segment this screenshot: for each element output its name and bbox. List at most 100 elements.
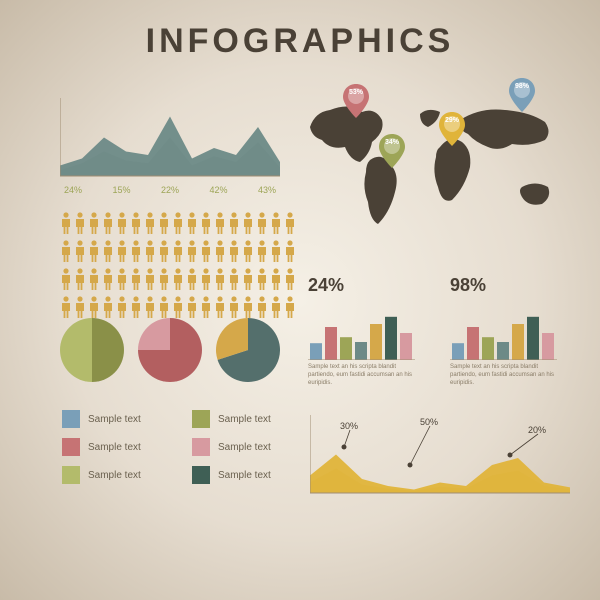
bar-chart-b: 98% Sample text an his scripta blandit p… xyxy=(450,275,570,387)
person-icon xyxy=(102,240,114,267)
person-icon xyxy=(130,212,142,239)
legend-swatch xyxy=(192,410,210,428)
legend-item: Sample text xyxy=(62,438,172,456)
person-icon xyxy=(270,268,282,295)
page-title: INFOGRAPHICS xyxy=(0,22,600,61)
person-icon xyxy=(158,212,170,239)
svg-text:20%: 20% xyxy=(528,425,546,435)
area-chart xyxy=(60,98,280,198)
person-icon xyxy=(116,212,128,239)
person-icon xyxy=(144,212,156,239)
legend-item: Sample text xyxy=(192,466,302,484)
person-icon xyxy=(60,240,72,267)
people-row xyxy=(60,240,290,267)
map-pin: 53% xyxy=(343,84,369,118)
line-chart: 30% 50% 20% xyxy=(310,415,570,505)
person-icon xyxy=(130,268,142,295)
area-label: 24% xyxy=(64,185,82,195)
person-icon xyxy=(144,240,156,267)
person-icon xyxy=(256,212,268,239)
person-icon xyxy=(74,268,86,295)
person-icon xyxy=(144,268,156,295)
pie-chart xyxy=(138,318,202,387)
legend-swatch xyxy=(62,466,80,484)
person-icon xyxy=(116,268,128,295)
person-icon xyxy=(256,268,268,295)
person-icon xyxy=(74,240,86,267)
legend-item: Sample text xyxy=(62,410,172,428)
person-icon xyxy=(242,240,254,267)
pie-chart xyxy=(60,318,124,387)
map-pin: 98% xyxy=(509,78,535,112)
legend-swatch xyxy=(62,410,80,428)
legend-label: Sample text xyxy=(88,442,141,453)
person-icon xyxy=(242,268,254,295)
legend: Sample text Sample text Sample text Sample … xyxy=(62,410,302,484)
person-icon xyxy=(172,212,184,239)
person-icon xyxy=(284,240,296,267)
person-icon xyxy=(200,240,212,267)
svg-text:50%: 50% xyxy=(420,417,438,427)
area-chart-labels: 24% 15% 22% 42% 43% xyxy=(60,185,280,195)
svg-text:30%: 30% xyxy=(340,421,358,431)
person-icon xyxy=(186,240,198,267)
person-icon xyxy=(242,212,254,239)
bar-a-percent: 24% xyxy=(308,275,428,296)
person-icon xyxy=(172,240,184,267)
person-icon xyxy=(284,268,296,295)
person-icon xyxy=(88,240,100,267)
person-icon xyxy=(60,212,72,239)
area-label: 15% xyxy=(112,185,130,195)
bar-b-percent: 98% xyxy=(450,275,570,296)
legend-label: Sample text xyxy=(218,414,271,425)
person-icon xyxy=(186,268,198,295)
person-icon xyxy=(270,240,282,267)
bar-a-caption: Sample text an his scripta blandit parti… xyxy=(308,364,418,387)
person-icon xyxy=(88,212,100,239)
legend-label: Sample text xyxy=(88,470,141,481)
people-icons xyxy=(60,212,290,324)
person-icon xyxy=(270,212,282,239)
legend-item: Sample text xyxy=(62,466,172,484)
legend-label: Sample text xyxy=(218,470,271,481)
legend-label: Sample text xyxy=(218,442,271,453)
map-pin: 34% xyxy=(379,134,405,168)
legend-swatch xyxy=(192,466,210,484)
legend-swatch xyxy=(192,438,210,456)
person-icon xyxy=(200,268,212,295)
person-icon xyxy=(158,240,170,267)
person-icon xyxy=(228,240,240,267)
person-icon xyxy=(102,268,114,295)
legend-item: Sample text xyxy=(192,410,302,428)
person-icon xyxy=(172,268,184,295)
person-icon xyxy=(60,268,72,295)
person-icon xyxy=(116,240,128,267)
area-label: 22% xyxy=(161,185,179,195)
person-icon xyxy=(130,240,142,267)
person-icon xyxy=(228,268,240,295)
person-icon xyxy=(74,212,86,239)
person-icon xyxy=(214,240,226,267)
pie-charts xyxy=(60,318,290,387)
world-map: 53%34%29%98% xyxy=(300,92,570,242)
legend-label: Sample text xyxy=(88,414,141,425)
person-icon xyxy=(214,212,226,239)
area-label: 43% xyxy=(258,185,276,195)
area-label: 42% xyxy=(209,185,227,195)
bar-b-caption: Sample text an his scripta blandit parti… xyxy=(450,364,560,387)
legend-swatch xyxy=(62,438,80,456)
people-row xyxy=(60,212,290,239)
person-icon xyxy=(88,268,100,295)
person-icon xyxy=(214,268,226,295)
bar-chart-a: 24% Sample text an his scripta blandit p… xyxy=(308,275,428,387)
person-icon xyxy=(186,212,198,239)
person-icon xyxy=(284,212,296,239)
person-icon xyxy=(256,240,268,267)
person-icon xyxy=(200,212,212,239)
person-icon xyxy=(228,212,240,239)
map-pin: 29% xyxy=(439,112,465,146)
legend-item: Sample text xyxy=(192,438,302,456)
person-icon xyxy=(158,268,170,295)
person-icon xyxy=(102,212,114,239)
people-row xyxy=(60,268,290,295)
